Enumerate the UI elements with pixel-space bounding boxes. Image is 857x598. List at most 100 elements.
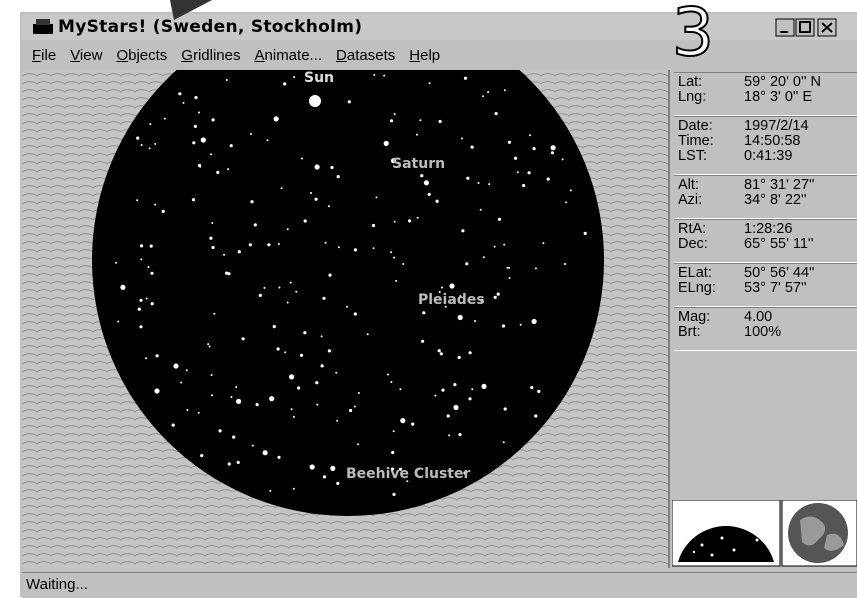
star	[227, 168, 229, 170]
star	[300, 354, 303, 357]
star	[287, 228, 289, 230]
star	[336, 482, 339, 485]
menu-item[interactable]: Animate...	[255, 47, 323, 64]
sun	[309, 95, 321, 107]
star	[273, 325, 276, 328]
star	[316, 404, 318, 406]
star	[551, 145, 556, 150]
star	[209, 346, 211, 348]
star	[209, 237, 212, 240]
info-row: RtA:1:28:26	[674, 222, 857, 237]
thumbnails[interactable]	[672, 500, 857, 568]
star	[228, 462, 231, 465]
star	[447, 414, 450, 417]
star	[471, 146, 474, 149]
star	[154, 204, 156, 206]
star	[422, 311, 425, 314]
menu-item[interactable]: Datasets	[336, 47, 395, 64]
info-group: Mag:4.00Brt:100%	[674, 307, 857, 351]
star	[503, 244, 505, 246]
star	[466, 177, 469, 180]
star	[551, 151, 554, 154]
star	[173, 363, 178, 368]
info-label: ELat:	[678, 266, 712, 281]
star	[461, 138, 463, 140]
info-row: ELng:53° 7' 57''	[674, 281, 857, 296]
star	[277, 456, 280, 459]
star	[315, 198, 318, 201]
star	[471, 388, 473, 390]
info-value: 14:50:58	[744, 134, 800, 149]
info-row: LST:0:41:39	[674, 149, 857, 164]
star	[194, 125, 197, 128]
star	[534, 414, 537, 417]
star	[504, 89, 506, 91]
menu-item[interactable]: Objects	[116, 47, 167, 64]
star	[198, 412, 200, 414]
star	[149, 147, 151, 149]
star	[535, 267, 537, 269]
star	[393, 430, 395, 432]
star	[278, 243, 280, 245]
star	[373, 247, 375, 249]
star	[390, 381, 392, 383]
info-row: Lng:18° 3' 0'' E	[674, 90, 857, 105]
star	[394, 221, 396, 223]
star	[150, 272, 153, 275]
info-group: ELat:50° 56' 44''ELng:53° 7' 57''	[674, 263, 857, 307]
sky-label[interactable]: Beehive Cluster	[346, 466, 470, 482]
star	[438, 349, 441, 352]
sky-label[interactable]: Saturn	[392, 156, 445, 172]
star	[178, 92, 181, 95]
info-value: 59° 20' 0'' N	[744, 75, 821, 90]
star	[564, 263, 566, 265]
menu-item[interactable]: Gridlines	[181, 47, 240, 64]
star	[290, 282, 292, 284]
sky-label[interactable]: Pleiades	[418, 292, 485, 308]
star	[139, 299, 142, 302]
menu-item[interactable]: File	[32, 47, 56, 64]
star	[504, 407, 507, 410]
window-buttons[interactable]	[775, 18, 857, 38]
menu-item[interactable]: Help	[409, 47, 440, 64]
sky-view[interactable]: Sun Saturn Pleiades Beehive Cluster	[22, 70, 668, 568]
star	[474, 320, 476, 322]
star	[528, 171, 531, 174]
info-value: 65° 55' 11''	[744, 237, 813, 252]
star	[146, 298, 148, 300]
menu-item[interactable]: View	[70, 47, 102, 64]
info-label: Brt:	[678, 325, 701, 340]
star	[542, 242, 544, 244]
menu-bar: File View Objects Gridlines Animate... Datase…	[32, 47, 454, 64]
star	[236, 399, 241, 404]
star	[458, 315, 463, 320]
star	[419, 119, 421, 121]
star	[547, 178, 550, 181]
star	[494, 246, 496, 248]
star	[399, 388, 401, 390]
star	[237, 461, 240, 464]
sky-label[interactable]: Sun	[304, 70, 334, 86]
star	[140, 244, 143, 247]
star	[464, 77, 467, 80]
star	[390, 251, 392, 253]
star	[274, 116, 279, 121]
star	[216, 171, 219, 174]
info-row: Alt:81° 31' 27''	[674, 178, 857, 193]
star	[514, 157, 517, 160]
star	[293, 488, 295, 490]
info-value: 18° 3' 0'' E	[744, 90, 812, 105]
star	[570, 189, 572, 191]
star	[373, 74, 375, 76]
star	[140, 258, 142, 260]
star	[461, 229, 464, 232]
star	[281, 187, 283, 189]
star	[263, 450, 268, 455]
star	[441, 287, 443, 289]
info-value: 53° 7' 57''	[744, 281, 806, 296]
star	[278, 287, 280, 289]
star	[411, 423, 414, 426]
star	[256, 403, 259, 406]
star	[252, 445, 254, 447]
star	[149, 123, 151, 125]
